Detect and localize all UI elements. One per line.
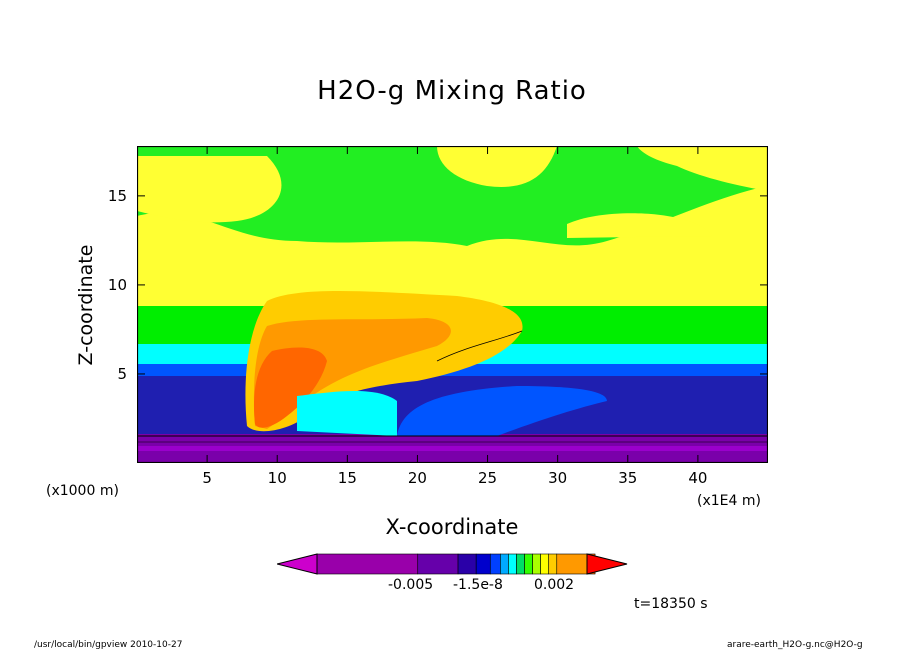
x-tick-label: 5 xyxy=(202,469,212,487)
plume-blue xyxy=(397,386,607,436)
x-tick-label: 10 xyxy=(267,469,287,487)
upper-yellow-patch-right xyxy=(567,213,712,238)
colorbar-cell xyxy=(457,553,477,575)
colorbar-tick-2: 0.002 xyxy=(534,577,575,593)
plume-cyan-base xyxy=(297,391,397,436)
x-axis-ticks xyxy=(206,146,699,463)
y-tick-label: 15 xyxy=(107,186,127,205)
colorbar-cell xyxy=(516,553,525,575)
x-tick-label: 35 xyxy=(618,469,638,487)
y-axis-label: Z-coordinate xyxy=(75,244,97,366)
colorbar-cell xyxy=(417,553,459,575)
colorbar-tick-1: -1.5e-8 xyxy=(453,577,503,593)
colorbar-cell xyxy=(508,553,517,575)
x-tick-label: 20 xyxy=(407,469,427,487)
colorbar-cell xyxy=(540,553,550,575)
footer-left: /usr/local/bin/gpview 2010-10-27 xyxy=(34,640,183,650)
colorbar-cell xyxy=(556,553,588,575)
upper-yellow-blob xyxy=(437,146,557,187)
colorbar-cell xyxy=(475,553,491,575)
upper-yellow-blob-2 xyxy=(637,146,768,191)
colorbar-cell xyxy=(316,553,419,575)
footer-right: arare-earth_H2O-g.nc@H2O-g xyxy=(727,640,863,650)
layer-surface-stripe xyxy=(137,446,768,451)
colorbar xyxy=(277,553,628,575)
colorbar-left-arrow xyxy=(277,553,318,575)
plume-core xyxy=(253,347,327,428)
contour-plot xyxy=(137,146,768,463)
y-unit-label: (x1000 m) xyxy=(46,483,119,499)
x-unit-label: (x1E4 m) xyxy=(697,493,761,509)
x-tick-label: 30 xyxy=(548,469,568,487)
colorbar-right-arrow xyxy=(586,553,628,575)
chart-title: H2O-g Mixing Ratio xyxy=(317,76,587,106)
time-label: t=18350 s xyxy=(634,596,708,612)
x-tick-label: 40 xyxy=(688,469,708,487)
y-tick-label: 10 xyxy=(107,275,127,294)
x-axis-label: X-coordinate xyxy=(385,515,519,539)
layer-upper-yellow xyxy=(137,186,768,306)
colorbar-cell xyxy=(548,553,558,575)
colorbar-cell xyxy=(532,553,541,575)
x-tick-label: 25 xyxy=(478,469,498,487)
y-axis-ticks xyxy=(137,195,768,375)
colorbar-cell xyxy=(524,553,533,575)
upper-yellow-patch-left xyxy=(137,156,282,223)
x-tick-label: 15 xyxy=(337,469,357,487)
y-tick-label: 5 xyxy=(117,364,127,383)
colorbar-cell xyxy=(500,553,509,575)
colorbar-cell xyxy=(489,553,501,575)
colorbar-tick-0: -0.005 xyxy=(388,577,434,593)
